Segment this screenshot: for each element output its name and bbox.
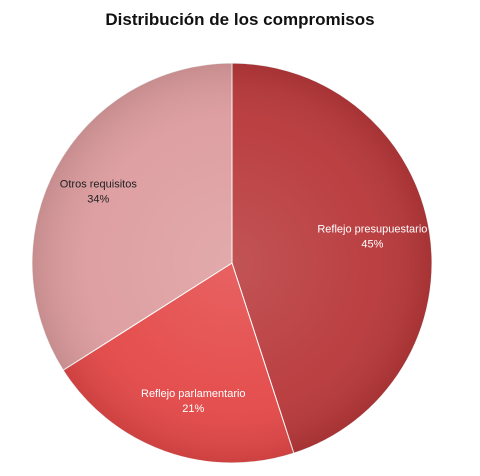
- pie-slices: [31, 62, 433, 464]
- slice-label-3: Otros requisitos 34%: [60, 178, 138, 205]
- slice-category-label: Reflejo parlamentario: [141, 388, 246, 400]
- slice-value-label: 34%: [87, 193, 109, 205]
- slice-value-label: 45%: [361, 238, 383, 250]
- slice-category-label: Otros requisitos: [60, 178, 138, 190]
- slice-category-label: Reflejo presupuestario: [317, 223, 427, 235]
- slice-label-2: Reflejo parlamentario 21%: [141, 388, 246, 415]
- chart-title: Distribución de los compromisos: [105, 10, 375, 29]
- slice-value-label: 21%: [182, 403, 204, 415]
- slice-labels: Reflejo presupuestario 45% Reflejo parlame…: [60, 178, 428, 415]
- slice-label-1: Reflejo presupuestario 45%: [317, 223, 427, 250]
